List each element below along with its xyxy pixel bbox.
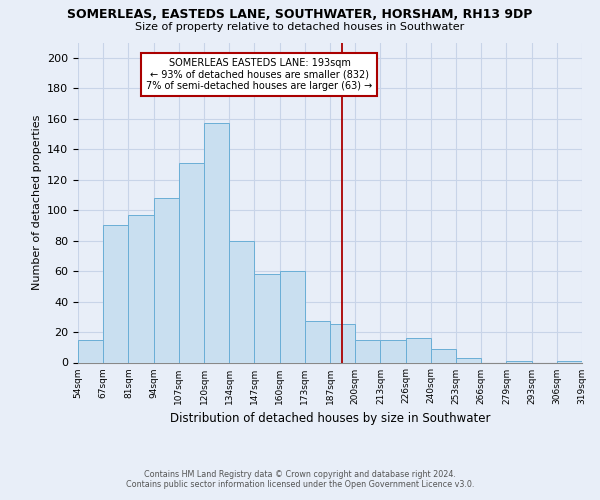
Bar [330, 324, 355, 362]
Bar [305, 322, 330, 362]
Bar [103, 226, 128, 362]
Bar [506, 361, 532, 362]
Bar [557, 361, 582, 362]
Y-axis label: Number of detached properties: Number of detached properties [32, 115, 41, 290]
Text: Size of property relative to detached houses in Southwater: Size of property relative to detached ho… [136, 22, 464, 32]
Text: Contains HM Land Registry data © Crown copyright and database right 2024.
Contai: Contains HM Land Registry data © Crown c… [126, 470, 474, 489]
Bar [406, 338, 431, 362]
Bar [355, 340, 380, 362]
Text: SOMERLEAS EASTEDS LANE: 193sqm
← 93% of detached houses are smaller (832)
7% of : SOMERLEAS EASTEDS LANE: 193sqm ← 93% of … [146, 58, 373, 91]
X-axis label: Distribution of detached houses by size in Southwater: Distribution of detached houses by size … [170, 412, 490, 425]
Bar [380, 340, 406, 362]
Bar [204, 124, 229, 362]
Text: SOMERLEAS, EASTEDS LANE, SOUTHWATER, HORSHAM, RH13 9DP: SOMERLEAS, EASTEDS LANE, SOUTHWATER, HOR… [67, 8, 533, 20]
Bar [254, 274, 280, 362]
Bar [128, 214, 154, 362]
Bar [431, 349, 456, 362]
Bar [229, 240, 254, 362]
Bar [78, 340, 103, 362]
Bar [154, 198, 179, 362]
Bar [280, 271, 305, 362]
Bar [456, 358, 481, 362]
Bar [179, 163, 204, 362]
